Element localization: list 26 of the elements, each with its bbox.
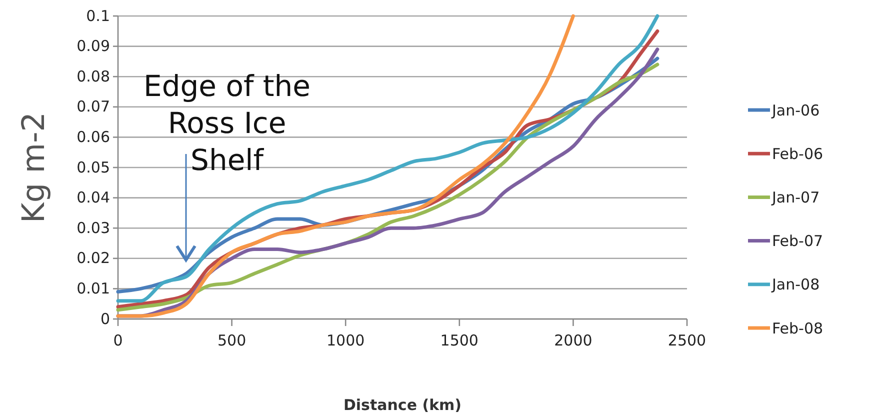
x-tick-label: 1500	[440, 332, 478, 350]
y-tick-label: 0.05	[76, 158, 110, 176]
y-tick-label: 0.08	[76, 67, 110, 86]
x-tick-label: 2500	[668, 332, 706, 350]
y-tick-label: 0.07	[76, 98, 110, 116]
legend-label: Jan-07	[771, 188, 820, 206]
legend-label: Feb-06	[772, 144, 824, 163]
y-axis-title: Kg m-2	[16, 112, 52, 223]
y-tick-label: 0.06	[76, 128, 110, 146]
x-tick-label: 500	[217, 332, 246, 350]
x-tick-label: 0	[113, 332, 123, 350]
y-tick-label: 0.04	[76, 188, 110, 207]
annotation: Edge of the Ross Ice Shelf	[144, 69, 310, 177]
y-tick-label: 0.1	[86, 6, 110, 25]
legend-label: Feb-08	[772, 319, 824, 338]
legend-label: Feb-07	[772, 232, 824, 250]
y-tick-label: 0.01	[76, 280, 110, 298]
x-tick-label: 1000	[326, 332, 365, 350]
x-tick-label: 2000	[554, 332, 592, 350]
y-tick-label: 0.09	[76, 37, 110, 56]
legend-label: Jan-06	[771, 101, 820, 120]
y-tick-label: 0.02	[76, 249, 110, 268]
y-tick-label: 0	[100, 310, 110, 328]
x-axis-title: Distance (km)	[343, 396, 462, 414]
legend-label: Jan-08	[771, 276, 820, 294]
y-tick-label: 0.03	[76, 218, 110, 237]
